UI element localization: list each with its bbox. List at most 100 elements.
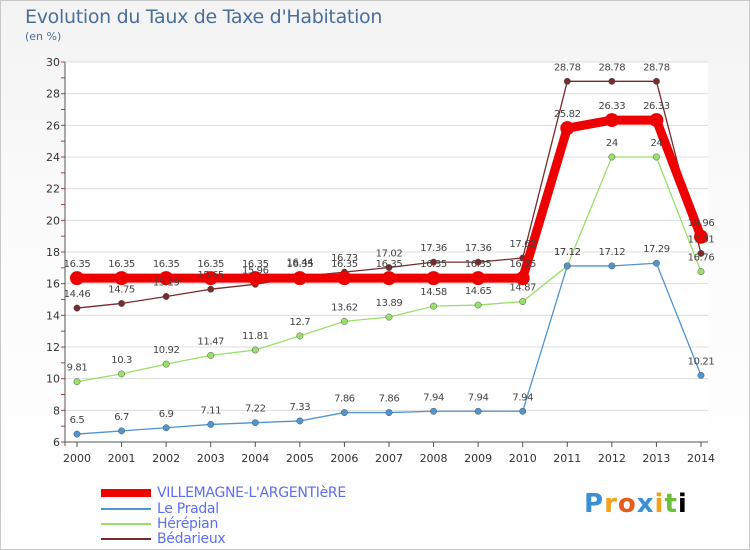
data-label: 7.22 [245, 404, 266, 415]
data-label: 10.3 [111, 355, 132, 366]
x-tick-label: 2009 [464, 452, 492, 465]
data-label: 24 [650, 138, 662, 149]
data-label: 17.12 [599, 247, 626, 258]
data-point [73, 430, 81, 438]
data-label: 17.29 [643, 244, 670, 255]
data-label: 9.81 [67, 363, 88, 374]
x-tick-label: 2007 [375, 452, 403, 465]
data-point [652, 77, 660, 85]
data-label: 6.5 [70, 415, 85, 426]
data-label: 17.12 [554, 247, 581, 258]
data-label: 11.47 [197, 336, 224, 347]
data-label: 7.94 [423, 392, 444, 403]
data-label: 28.78 [554, 62, 581, 73]
x-tick-label: 2006 [330, 452, 358, 465]
data-point [207, 420, 215, 428]
data-point [649, 113, 664, 128]
data-label: 17.36 [465, 243, 492, 254]
data-label: 7.86 [379, 394, 400, 405]
legend-swatch [101, 538, 151, 540]
data-label: 7.94 [512, 392, 533, 403]
data-point [203, 271, 218, 286]
data-label: 16.35 [509, 259, 536, 270]
y-tick-label: 10 [46, 373, 60, 386]
data-label: 16.44 [287, 258, 314, 269]
legend-item-bedarieux: Bédarieux [101, 531, 226, 547]
data-point [563, 77, 571, 85]
data-point [604, 113, 619, 128]
data-label: 14.87 [509, 283, 536, 294]
data-label: 7.33 [290, 402, 311, 413]
data-point [73, 378, 81, 386]
data-point [426, 271, 441, 286]
data-point [292, 271, 307, 286]
data-label: 7.86 [334, 394, 355, 405]
data-label: 17.12 [554, 247, 581, 258]
y-tick-label: 26 [46, 119, 60, 132]
data-label: 17.91 [688, 234, 715, 245]
data-label: 15.19 [153, 277, 180, 288]
data-point [296, 332, 304, 340]
data-label: 28.78 [599, 62, 626, 73]
y-tick-label: 28 [46, 88, 60, 101]
data-point [114, 271, 129, 286]
data-point [560, 121, 575, 136]
x-tick-label: 2012 [598, 452, 626, 465]
data-label: 17.36 [420, 243, 447, 254]
data-point [430, 302, 438, 310]
y-tick-label: 22 [46, 183, 60, 196]
legend-label: VILLEMAGNE-L'ARGENTIèRE [157, 485, 346, 501]
data-label: 13.89 [376, 298, 403, 309]
data-label: 14.75 [108, 284, 135, 295]
x-tick-label: 2001 [108, 452, 136, 465]
data-label: 16.35 [108, 259, 135, 270]
data-point [70, 271, 84, 286]
data-point [251, 419, 259, 427]
x-tick-label: 2013 [642, 452, 670, 465]
legend-swatch [101, 523, 151, 525]
data-point [608, 153, 616, 161]
y-tick-label: 8 [53, 404, 60, 417]
legend-item-le-pradal: Le Pradal [101, 501, 219, 517]
data-point [697, 249, 705, 257]
data-point [118, 300, 126, 307]
data-label: 10.92 [153, 345, 180, 356]
data-point [159, 271, 174, 286]
data-label: 11.81 [242, 331, 269, 342]
data-point [340, 317, 348, 325]
x-tick-label: 2003 [197, 452, 225, 465]
y-tick-label: 30 [46, 56, 60, 69]
data-label: 13.62 [331, 302, 358, 313]
data-point [251, 346, 259, 354]
x-tick-label: 2002 [152, 452, 180, 465]
data-point [385, 313, 393, 321]
data-label: 16.35 [331, 259, 358, 270]
data-label: 14.46 [64, 289, 91, 300]
legend-label: Le Pradal [157, 501, 219, 517]
data-point [385, 409, 393, 416]
data-label: 26.33 [599, 101, 626, 112]
y-tick-label: 20 [46, 214, 60, 227]
data-label: 6.9 [159, 409, 174, 420]
data-label: 28.78 [643, 62, 670, 73]
legend-item-herepian: Hérépian [101, 516, 218, 532]
legend-label: Hérépian [157, 516, 219, 532]
data-point [563, 262, 571, 270]
data-point [118, 370, 126, 378]
data-point [385, 264, 393, 271]
data-label: 16.35 [197, 259, 224, 270]
data-point [694, 229, 708, 244]
legend-label: Bédarieux [157, 531, 226, 547]
x-tick-label: 2004 [241, 452, 269, 465]
chart-subtitle: (en %) [25, 30, 62, 43]
data-label: 16.76 [688, 253, 715, 264]
data-label: 16.35 [465, 259, 492, 270]
data-point [73, 304, 81, 312]
x-tick-label: 2005 [286, 452, 314, 465]
data-point [474, 301, 482, 309]
y-tick-label: 12 [46, 341, 60, 354]
data-label: 15.96 [242, 265, 269, 276]
x-tick-label: 2008 [420, 452, 448, 465]
data-point [519, 298, 527, 306]
